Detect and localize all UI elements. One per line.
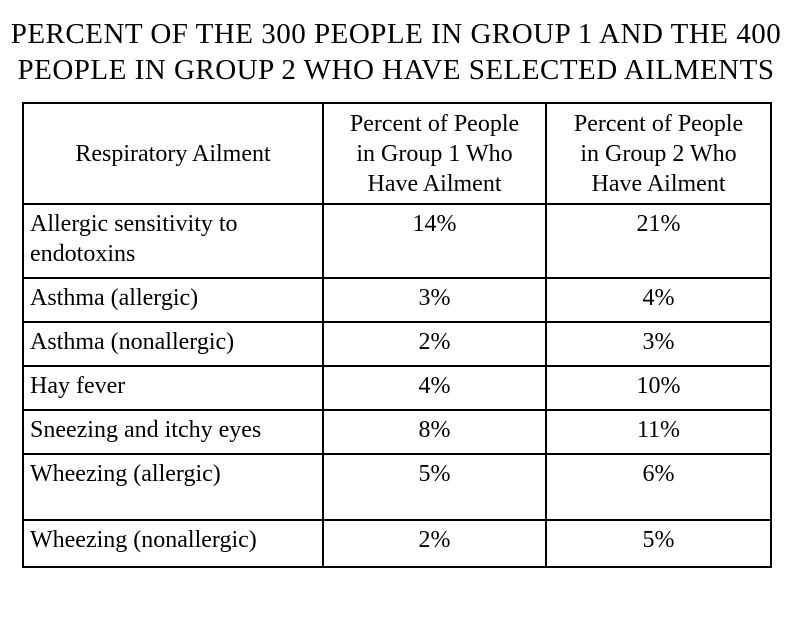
group1-value: 5% (322, 453, 547, 521)
ailment-label: Asthma (nonallergic) (22, 321, 324, 367)
group1-value: 2% (322, 321, 547, 367)
table-title-line-1: PERCENT OF THE 300 PEOPLE IN GROUP 1 AND… (10, 18, 782, 50)
table-row: Sneezing and itchy eyes 8% 11% (22, 409, 772, 455)
table-row: Hay fever 4% 10% (22, 365, 772, 411)
table-title-line-2: PEOPLE IN GROUP 2 WHO HAVE SELECTED AILM… (17, 54, 775, 86)
group1-value: 2% (322, 519, 547, 568)
table-row: Asthma (nonallergic) 2% 3% (22, 321, 772, 367)
ailments-table: Respiratory Ailment Percent of People in… (22, 102, 772, 568)
group1-value: 14% (322, 203, 547, 279)
group2-value: 10% (545, 365, 772, 411)
table-row: Wheezing (nonallergic) 2% 5% (22, 519, 772, 568)
group2-value: 21% (545, 203, 772, 279)
table-row: Allergic sensitivity to endotoxins 14% 2… (22, 203, 772, 279)
group2-value: 11% (545, 409, 772, 455)
ailment-label: Sneezing and itchy eyes (22, 409, 324, 455)
group2-value: 5% (545, 519, 772, 568)
column-header-group1-percent: Percent of People in Group 1 Who Have Ai… (322, 102, 547, 205)
ailment-label: Allergic sensitivity to endotoxins (22, 203, 324, 279)
column-header-group2-percent: Percent of People in Group 2 Who Have Ai… (545, 102, 772, 205)
table-row: Asthma (allergic) 3% 4% (22, 277, 772, 323)
column-header-respiratory-ailment: Respiratory Ailment (22, 102, 324, 205)
group2-value: 3% (545, 321, 772, 367)
group1-value: 8% (322, 409, 547, 455)
group1-value: 3% (322, 277, 547, 323)
ailment-label: Wheezing (nonallergic) (22, 519, 324, 568)
group2-value: 6% (545, 453, 772, 521)
ailment-label: Hay fever (22, 365, 324, 411)
ailment-label: Wheezing (allergic) (22, 453, 324, 521)
table-row: Wheezing (allergic) 5% 6% (22, 453, 772, 521)
group2-value: 4% (545, 277, 772, 323)
table-header-row: Respiratory Ailment Percent of People in… (22, 102, 772, 205)
group1-value: 4% (322, 365, 547, 411)
table-title: PERCENT OF THE 300 PEOPLE IN GROUP 1 AND… (0, 16, 792, 88)
ailment-label: Asthma (allergic) (22, 277, 324, 323)
